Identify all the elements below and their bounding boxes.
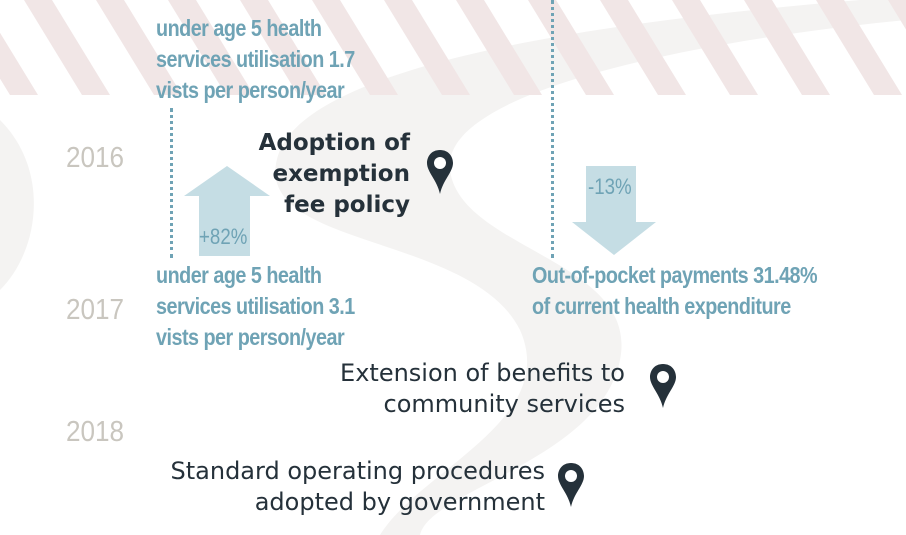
map-pin-icon bbox=[427, 150, 453, 194]
text-line: services utilisation 3.1 bbox=[156, 293, 355, 319]
stripe bbox=[312, 0, 398, 95]
text-line: fee policy bbox=[284, 192, 410, 218]
event-community-services: Extension of benefits to community servi… bbox=[280, 358, 625, 420]
event-sop-adopted: Standard operating procedures adopted by… bbox=[100, 456, 546, 518]
down-arrow-icon bbox=[572, 166, 656, 255]
dotted-connector bbox=[170, 108, 173, 258]
text-line: under age 5 health bbox=[156, 262, 322, 288]
stripe bbox=[384, 0, 470, 95]
text-line: Standard operating procedures bbox=[170, 457, 546, 485]
stripe bbox=[456, 0, 542, 95]
up-arrow-icon bbox=[184, 166, 270, 256]
stripe bbox=[816, 0, 902, 95]
map-pin-icon bbox=[558, 463, 584, 507]
oop-change: -13% bbox=[588, 174, 632, 199]
stripe bbox=[0, 32, 38, 95]
year-2017: 2017 bbox=[66, 294, 125, 326]
text-line: under age 5 health bbox=[156, 15, 322, 41]
event-exemption-policy: Adoption of exemption fee policy bbox=[240, 128, 410, 221]
text-line: vists per person/year bbox=[156, 324, 345, 350]
swirl-left bbox=[0, 120, 34, 290]
stripe bbox=[24, 0, 110, 95]
year-2016: 2016 bbox=[66, 142, 125, 174]
dotted-connector bbox=[551, 0, 554, 258]
utilisation-after: under age 5 health services utilisation … bbox=[156, 260, 355, 353]
text-line: vists per person/year bbox=[156, 77, 345, 103]
text-line: community services bbox=[383, 390, 625, 418]
utilisation-before: under age 5 health services utilisation … bbox=[156, 13, 355, 106]
stripe-band bbox=[0, 0, 906, 95]
stripe bbox=[744, 0, 830, 95]
stripe bbox=[888, 0, 906, 30]
stripe bbox=[600, 0, 686, 95]
utilisation-change: +82% bbox=[199, 224, 248, 249]
swirl-shape bbox=[275, 0, 906, 535]
text-line: of current health expenditure bbox=[532, 293, 791, 319]
text-line: adopted by government bbox=[254, 488, 545, 516]
oop-after: Out-of-pocket payments 31.48% of current… bbox=[532, 260, 818, 322]
text-line: exemption bbox=[272, 161, 410, 187]
stripe bbox=[168, 0, 254, 95]
stripe bbox=[528, 0, 614, 95]
stripe bbox=[672, 0, 758, 95]
stripe bbox=[96, 0, 182, 95]
map-pin-icon bbox=[650, 364, 676, 408]
text-line: Out-of-pocket payments 31.48% bbox=[532, 262, 818, 288]
text-line: Extension of benefits to bbox=[340, 359, 625, 387]
text-line: Adoption of bbox=[258, 130, 410, 156]
stripe bbox=[240, 0, 326, 95]
text-line: services utilisation 1.7 bbox=[156, 46, 355, 72]
year-2018: 2018 bbox=[66, 416, 125, 448]
